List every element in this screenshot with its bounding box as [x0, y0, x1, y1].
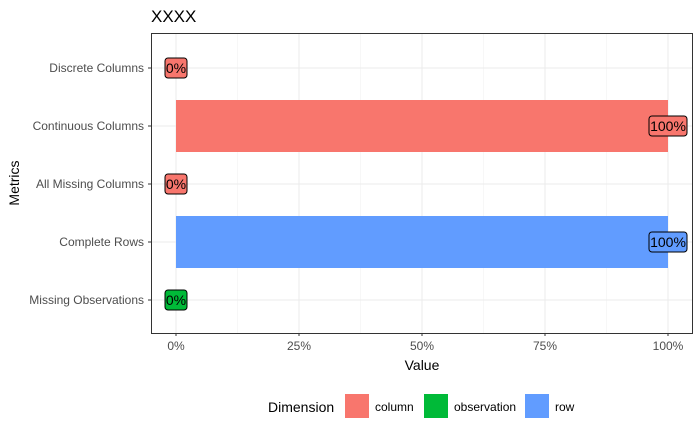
x-tick-label: 75% [533, 339, 557, 353]
y-tick-label: Continuous Columns [33, 119, 144, 133]
bar [176, 100, 668, 152]
data-label-text: 100% [650, 118, 686, 134]
bars [176, 100, 668, 268]
data-label: 0% [164, 57, 188, 79]
data-label-text: 0% [166, 176, 186, 192]
y-tick-label: All Missing Columns [36, 177, 144, 191]
y-axis-ticks: Discrete Columns Continuous Columns All Mi… [29, 61, 151, 307]
legend: Dimension column observation row [268, 394, 575, 418]
data-label: 100% [648, 115, 688, 137]
data-label-text: 100% [650, 234, 686, 250]
chart-title: XXXX [151, 7, 196, 26]
data-labels: 0% 100% 0% 100% 0% [164, 57, 688, 311]
x-tick-label: 25% [287, 339, 311, 353]
data-label-text: 0% [166, 60, 186, 76]
legend-key [345, 394, 369, 418]
data-label-box [164, 57, 188, 79]
data-label-box [164, 173, 188, 195]
data-label-box [164, 289, 188, 311]
x-tick-label: 50% [410, 339, 434, 353]
legend-key [424, 394, 448, 418]
data-label: 0% [164, 289, 188, 311]
legend-label: row [555, 400, 575, 414]
x-axis-ticks: 0% 25% 50% 75% 100% [167, 333, 684, 353]
legend-key [525, 394, 549, 418]
x-axis-title: Value [405, 357, 440, 373]
legend-items: column observation row [345, 394, 575, 418]
x-tick-label: 100% [653, 339, 684, 353]
y-tick-label: Discrete Columns [49, 61, 144, 75]
legend-item-column: column [345, 394, 414, 418]
y-axis-title: Metrics [6, 160, 22, 205]
legend-label: column [375, 400, 414, 414]
data-label-box [648, 231, 688, 253]
y-tick-label: Complete Rows [59, 235, 144, 249]
grid [151, 33, 692, 333]
data-label: 100% [648, 231, 688, 253]
data-label: 0% [164, 173, 188, 195]
legend-title: Dimension [268, 399, 334, 415]
legend-item-row: row [525, 394, 575, 418]
bar [176, 216, 668, 268]
x-tick-label: 0% [167, 339, 185, 353]
y-tick-label: Missing Observations [29, 293, 144, 307]
data-label-box [648, 115, 688, 137]
legend-item-observation: observation [424, 394, 516, 418]
legend-label: observation [454, 400, 516, 414]
data-label-text: 0% [166, 292, 186, 308]
